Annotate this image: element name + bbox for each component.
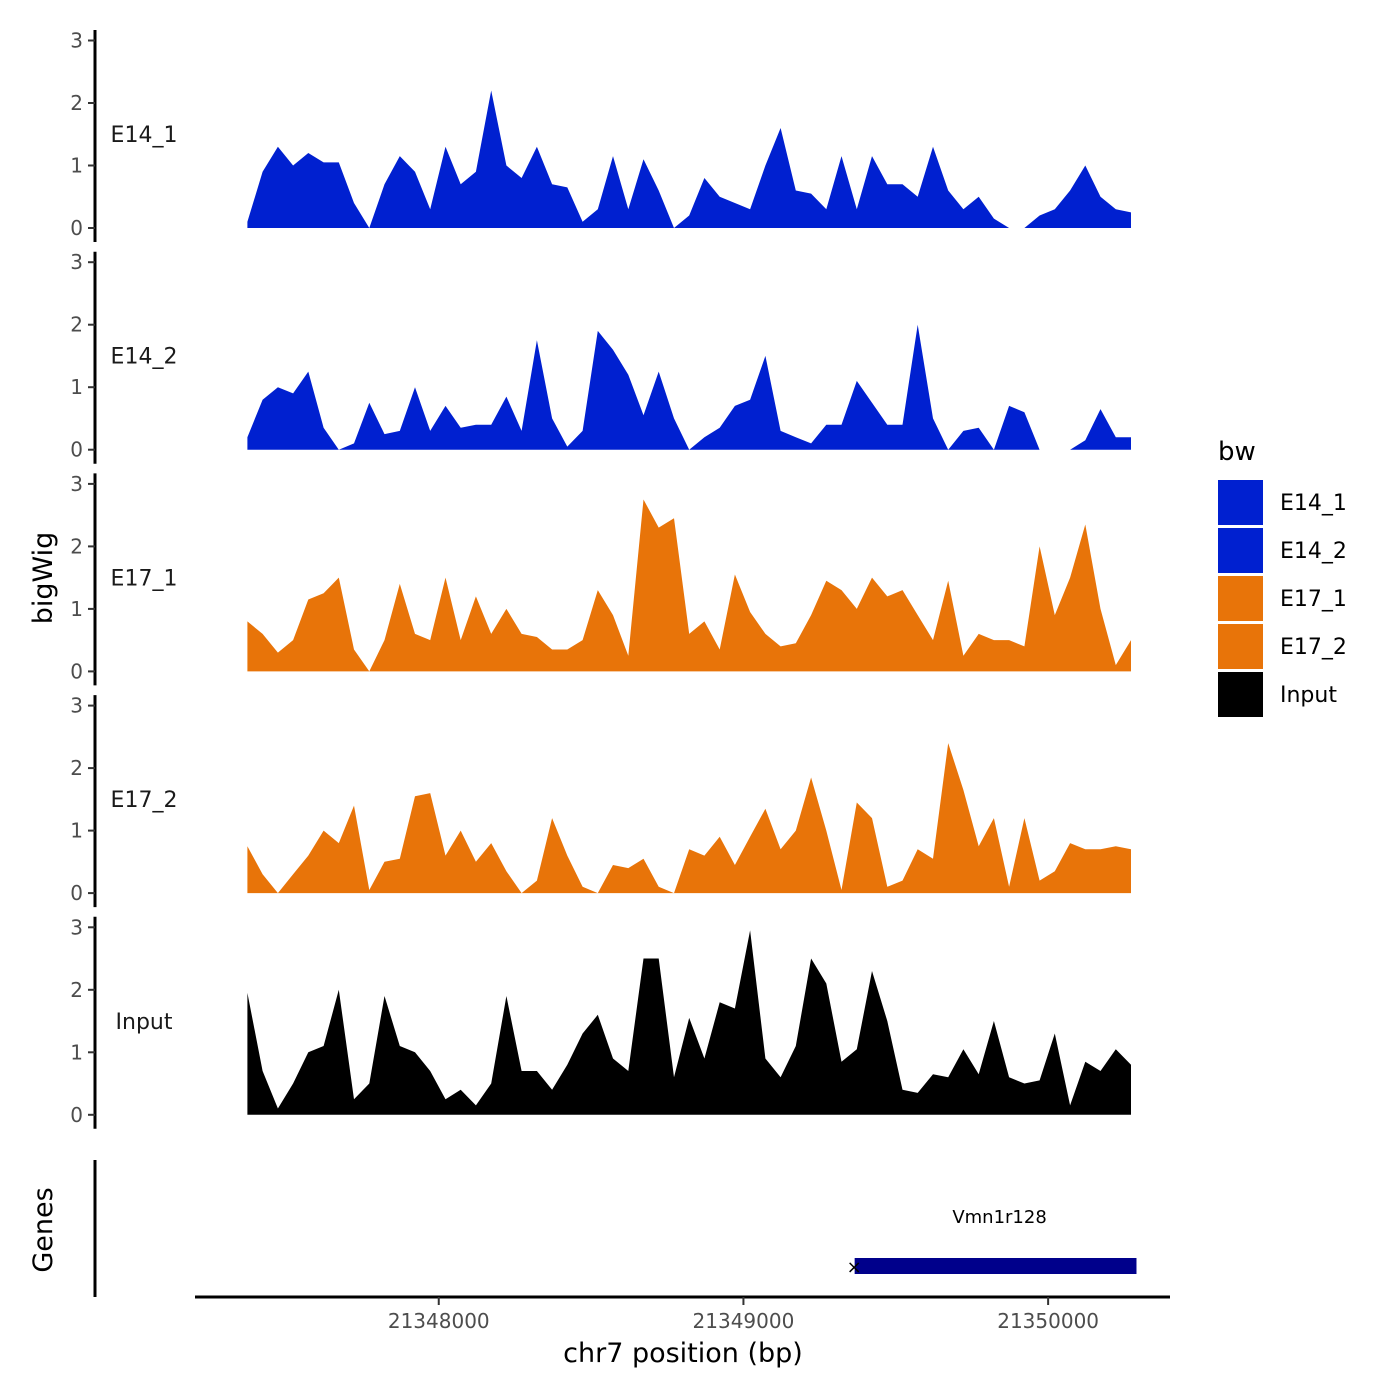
legend: bw E14_1 E14_2 E17_1 E17_2 Input [1218,437,1347,717]
track-E17_2: 0 1 2 3 E17_2 [70,694,1131,908]
y-tick-label: 3 [70,694,83,718]
y-tick-label: 3 [70,472,83,496]
y-tick-label: 1 [70,819,83,843]
y-tick-label: 3 [70,29,83,53]
track-label: E14_1 [111,123,178,148]
track-label: Input [116,1010,173,1035]
legend-swatch-Input [1218,672,1263,717]
y-tick-label: 2 [70,756,83,780]
y-tick-label: 3 [70,250,83,274]
genes-track-title: Genes [28,1187,59,1272]
x-tick-label: 21350000 [997,1309,1099,1333]
legend-label-E17_1: E17_1 [1280,587,1347,612]
legend-swatch-E17_1 [1218,576,1263,621]
y-tick-label: 2 [70,313,83,337]
gene-track: × Vmn1r128 [93,1160,1137,1297]
y-tick-label: 0 [70,216,83,240]
y-tick-label: 1 [70,1040,83,1064]
x-tick-label: 21349000 [693,1309,795,1333]
track-label: E17_1 [111,566,178,591]
legend-label-E17_2: E17_2 [1280,635,1347,660]
y-tick-label: 1 [70,375,83,399]
track-E17_1: 0 1 2 3 E17_1 [70,472,1131,686]
track-E14_1: 0 1 2 3 E14_1 [70,29,1131,242]
y-tick-label: 2 [70,534,83,558]
legend-swatch-E17_2 [1218,624,1263,669]
signal-area-E17_1 [247,499,1131,672]
legend-label-E14_1: E14_1 [1280,491,1347,516]
y-tick-label: 1 [70,597,83,621]
legend-swatch-E14_2 [1218,528,1263,573]
legend-label-Input: Input [1280,683,1337,708]
gene-body [854,1258,1137,1274]
bigwig-tracks: 0 1 2 3 E14_1 0 1 2 3 E14_2 0 1 2 3 E17_1 0 1 2 3 E17_2 0 1 2 3… [70,29,1131,1129]
x-tick-label: 21348000 [388,1309,490,1333]
y-axis-title: bigWig [28,532,59,625]
y-tick-label: 0 [70,659,83,683]
legend-title: bw [1218,437,1256,467]
gene-strand-icon: × [847,1257,862,1278]
x-axis-title: chr7 position (bp) [563,1338,803,1369]
y-tick-label: 1 [70,154,83,178]
y-tick-label: 3 [70,915,83,939]
y-tick-label: 0 [70,438,83,462]
y-tick-label: 2 [70,978,83,1002]
y-tick-label: 2 [70,91,83,115]
signal-area-E14_1 [247,90,1131,228]
gene-label: Vmn1r128 [952,1207,1046,1228]
track-label: E14_2 [111,345,178,370]
signal-area-E17_2 [247,743,1131,894]
legend-label-E14_2: E14_2 [1280,539,1347,564]
legend-swatch-E14_1 [1218,480,1263,525]
y-tick-label: 0 [70,1103,83,1127]
signal-area-Input [247,930,1131,1115]
track-Input: 0 1 2 3 Input [70,915,1131,1129]
x-axis: 21348000 21349000 21350000 [195,1295,1170,1333]
track-label: E17_2 [111,788,178,813]
y-tick-label: 0 [70,881,83,905]
track-E14_2: 0 1 2 3 E14_2 [70,250,1131,464]
signal-area-E14_2 [247,324,1131,450]
